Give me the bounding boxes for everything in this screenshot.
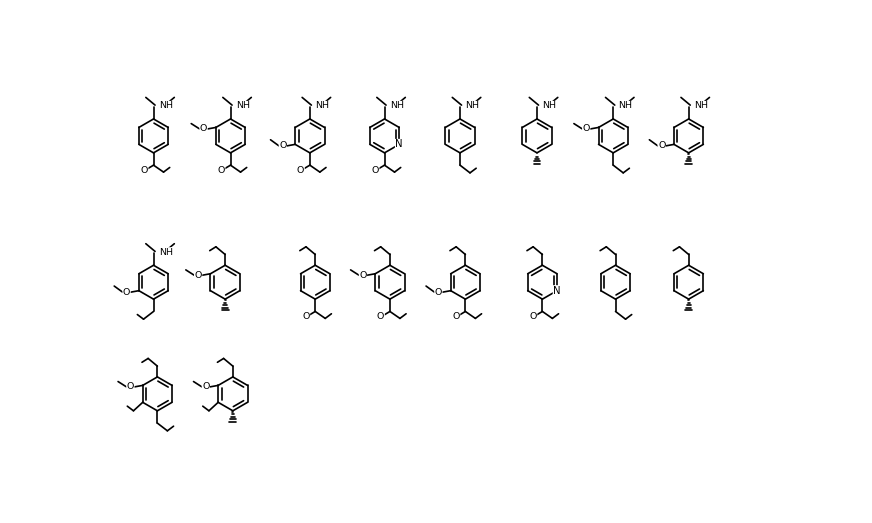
- Text: O: O: [202, 382, 209, 391]
- Text: O: O: [279, 141, 287, 151]
- Text: O: O: [123, 288, 130, 297]
- Text: NH: NH: [542, 101, 556, 110]
- Text: N: N: [395, 140, 403, 150]
- Text: O: O: [371, 166, 379, 175]
- Text: NH: NH: [159, 248, 173, 257]
- Text: NH: NH: [466, 101, 480, 110]
- Text: O: O: [126, 382, 134, 391]
- Text: O: O: [303, 312, 310, 321]
- Text: O: O: [140, 166, 148, 175]
- Text: NH: NH: [390, 101, 404, 110]
- Text: O: O: [453, 312, 460, 321]
- Text: O: O: [377, 312, 385, 321]
- Text: O: O: [582, 124, 590, 133]
- Text: NH: NH: [618, 101, 632, 110]
- Text: O: O: [194, 271, 201, 280]
- Text: O: O: [435, 288, 442, 297]
- Text: O: O: [359, 271, 366, 280]
- Text: NH: NH: [316, 101, 330, 110]
- Text: N: N: [553, 286, 561, 295]
- Text: NH: NH: [694, 101, 708, 110]
- Text: O: O: [218, 166, 225, 175]
- Text: NH: NH: [236, 101, 250, 110]
- Text: O: O: [658, 141, 665, 151]
- Text: O: O: [529, 312, 537, 321]
- Text: NH: NH: [159, 101, 173, 110]
- Text: O: O: [200, 124, 208, 133]
- Text: O: O: [296, 166, 304, 175]
